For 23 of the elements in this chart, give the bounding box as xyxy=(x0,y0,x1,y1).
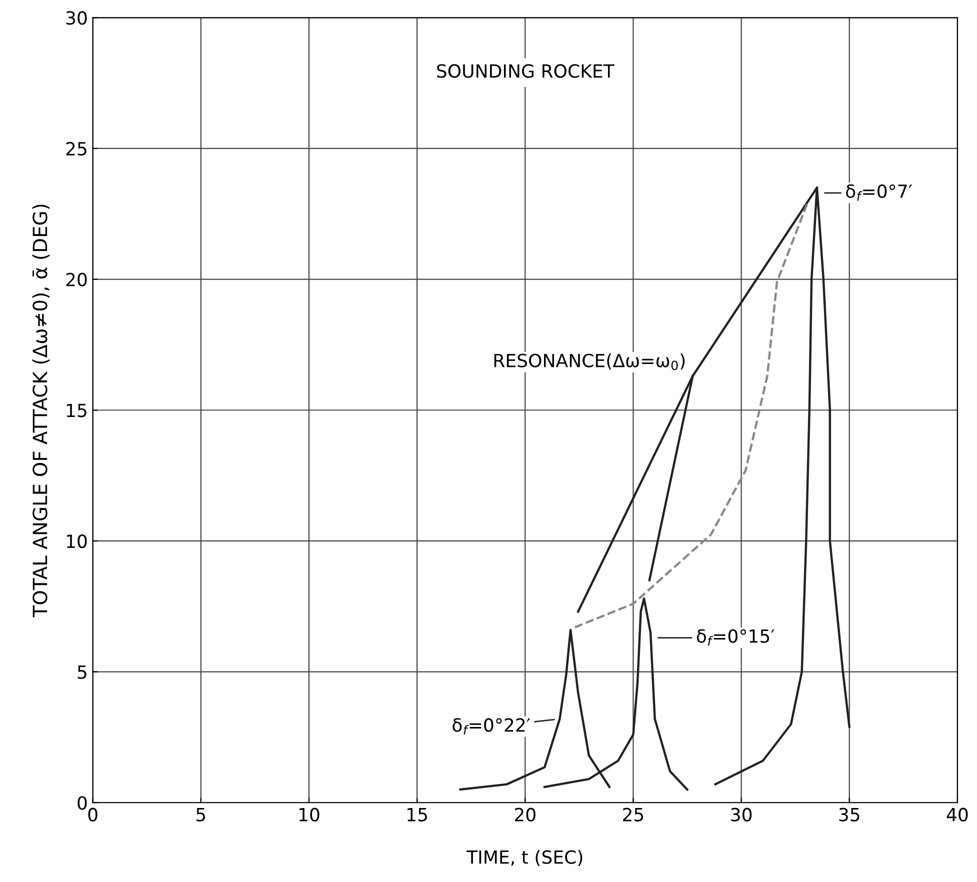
y-tick-label: 15 xyxy=(66,404,86,418)
annotation: δ$_{f}$=0°15′ xyxy=(696,629,774,646)
y-tick-label: 20 xyxy=(66,272,87,286)
annotation: δ$_{f}$=0°22′ xyxy=(452,718,530,735)
x-tick-label: 30 xyxy=(731,808,752,822)
x-tick-label: 25 xyxy=(623,808,644,822)
x-tick-label: 0 xyxy=(88,808,98,822)
y-tick-label: 25 xyxy=(66,142,86,156)
annotation: δ$_{f}$=0°7′ xyxy=(846,184,912,201)
x-tick-label: 15 xyxy=(408,808,427,822)
y-tick-label: 5 xyxy=(78,665,86,679)
x-tick-label: 40 xyxy=(946,808,968,822)
text: SOUNDING ROCKET xyxy=(437,64,614,78)
y-axis-title: TOTAL ANGLE OF ATTACK (Δω≠0), ᾱ (DEG) xyxy=(32,204,50,618)
annotation: RESONANCE(Δω=ω$_{0}$) xyxy=(494,353,685,370)
x-tick-label: 20 xyxy=(514,808,536,822)
y-tick-label: 0 xyxy=(78,796,87,810)
x-tick-label: 5 xyxy=(196,808,206,822)
x-tick-label: 35 xyxy=(839,808,860,822)
x-tick-label: 10 xyxy=(299,808,320,822)
y-tick-label: 10 xyxy=(66,534,87,548)
x-axis-title: TIME, t (SEC) xyxy=(466,850,582,866)
y-tick-label: 30 xyxy=(66,11,87,25)
